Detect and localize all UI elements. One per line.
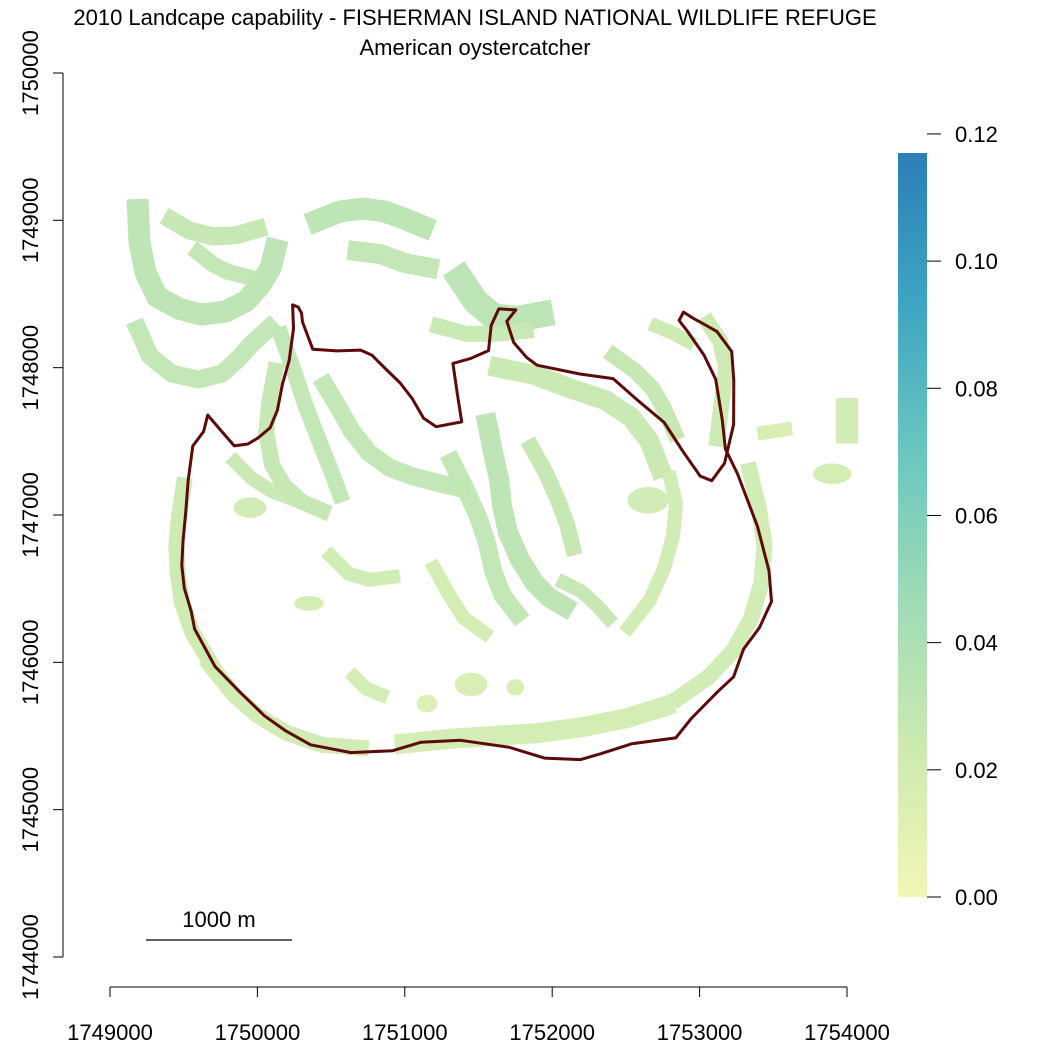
legend-tick-label: 0.08: [955, 376, 998, 401]
y-axis: 1744000 1745000 1746000 1747000 1748000 17490…: [18, 30, 64, 1000]
habitat-band: [554, 573, 619, 628]
habitat-band: [344, 667, 391, 704]
x-tick-label: 1752000: [509, 1020, 595, 1045]
y-tick-label: 1748000: [18, 325, 43, 411]
color-legend: 0.00 0.02 0.04 0.06 0.08 0.10 0.12: [898, 122, 998, 910]
x-tick-label: 1754000: [804, 1020, 890, 1045]
habitat-patch: [506, 679, 525, 696]
habitat-patch: [416, 694, 438, 713]
habitat-band: [428, 316, 535, 342]
habitat-band: [225, 452, 305, 510]
habitat-band: [667, 461, 773, 709]
legend-tick-label: 0.06: [955, 503, 998, 528]
legend-tick-label: 0.10: [955, 249, 998, 274]
habitat-band: [602, 344, 686, 444]
habitat-patch: [627, 487, 669, 514]
habitat-band: [126, 315, 282, 389]
scale-bar-label: 1000 m: [182, 907, 255, 932]
y-tick-label: 1744000: [18, 914, 43, 1000]
map-title: 2010 Landcape capability - FISHERMAN ISL…: [73, 5, 877, 30]
legend-tick-label: 0.04: [955, 631, 998, 656]
habitat-band: [198, 654, 370, 757]
x-tick-label: 1751000: [362, 1020, 448, 1045]
habitat-patch: [233, 497, 267, 518]
habitat-band: [187, 241, 256, 286]
x-tick-label: 1750000: [215, 1020, 301, 1045]
habitat-band: [520, 436, 583, 558]
habitat-band: [393, 693, 677, 755]
habitat-band: [159, 207, 269, 246]
habitat-band: [618, 469, 683, 637]
legend-tick-label: 0.00: [955, 885, 998, 910]
habitat-band: [487, 355, 673, 481]
habitat-band: [424, 558, 495, 643]
habitat-band: [270, 325, 351, 505]
habitat-band: [647, 317, 698, 351]
habitat-patch: [294, 596, 324, 611]
x-tick-label: 1753000: [657, 1020, 743, 1045]
habitat-band: [439, 449, 530, 627]
x-axis: 1749000 1750000 1751000 1752000 1753000 17540…: [67, 986, 890, 1045]
legend-tick-label: 0.12: [955, 122, 998, 147]
map-subtitle: American oystercatcher: [359, 35, 591, 60]
refuge-boundary: [180, 303, 773, 762]
habitat-band: [442, 261, 556, 332]
legend-ticks: 0.00 0.02 0.04 0.06 0.08 0.10 0.12: [927, 122, 998, 910]
habitat-band: [168, 476, 222, 674]
scale-bar: 1000 m: [146, 907, 292, 941]
habitat-raster: [126, 197, 858, 757]
y-tick-label: 1747000: [18, 472, 43, 558]
legend-color-ramp: [898, 153, 927, 897]
legend-tick-label: 0.02: [955, 758, 998, 783]
y-tick-label: 1749000: [18, 178, 43, 264]
habitat-band: [346, 240, 441, 280]
y-tick-label: 1750000: [18, 30, 43, 116]
habitat-band: [321, 546, 401, 587]
habitat-band: [756, 421, 794, 441]
y-tick-label: 1746000: [18, 620, 43, 706]
habitat-band: [303, 197, 437, 241]
habitat-band: [126, 198, 289, 326]
x-tick-label: 1749000: [67, 1020, 153, 1045]
habitat-patch: [813, 463, 852, 485]
habitat-band: [312, 372, 472, 500]
habitat-band: [475, 411, 578, 621]
habitat-patch: [454, 672, 488, 697]
y-tick-label: 1745000: [18, 767, 43, 853]
